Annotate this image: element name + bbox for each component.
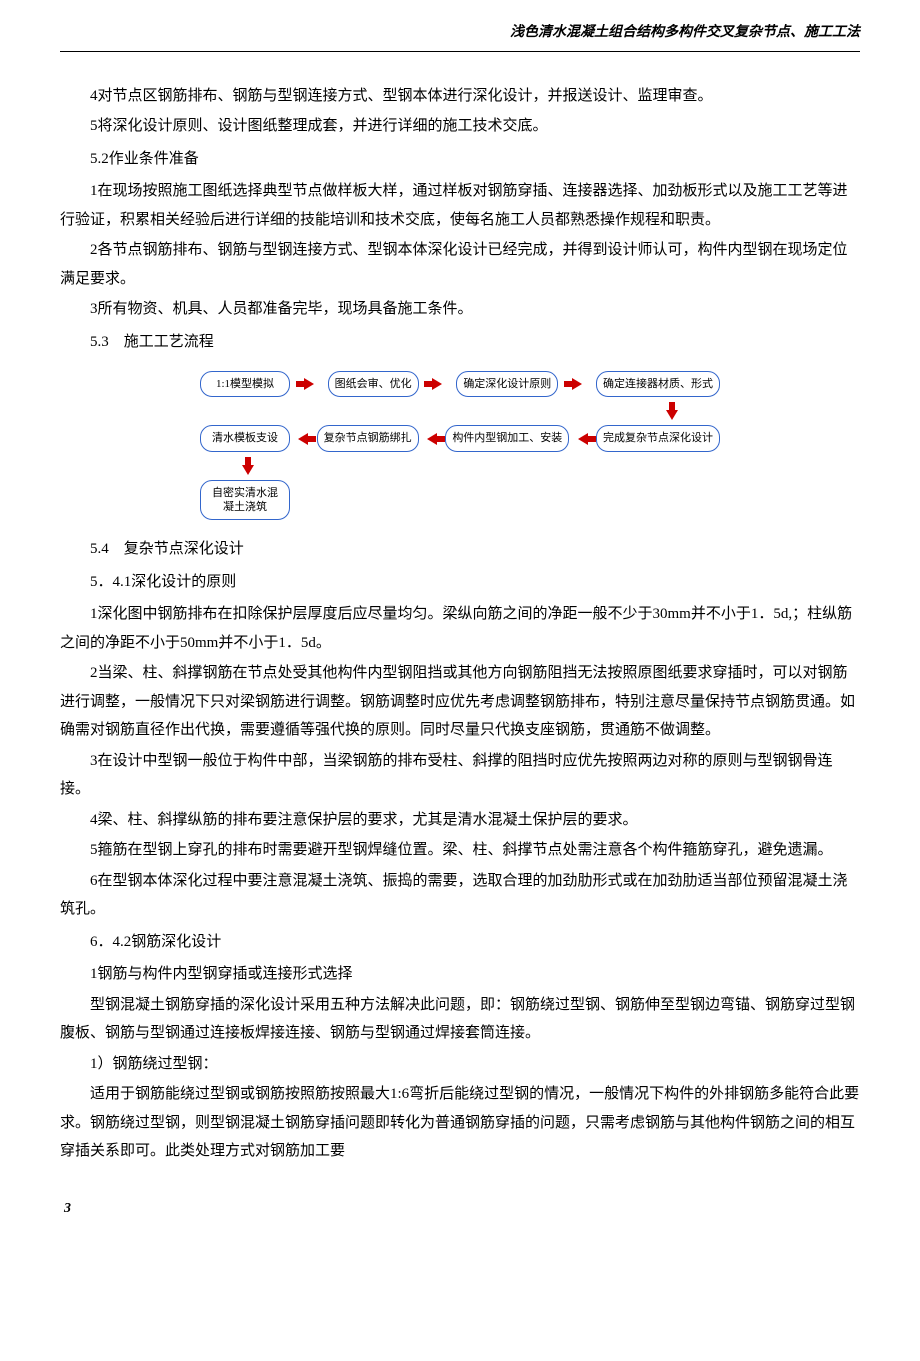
paragraph: 1深化图中钢筋排布在扣除保护层厚度后应尽量均匀。梁纵向筋之间的净距一般不少于30…: [60, 600, 860, 657]
flow-node: 1:1模型模拟: [200, 371, 290, 397]
arrow-down-row: [200, 405, 720, 425]
arrow-right-icon: [304, 378, 314, 390]
flowchart-row: 自密实清水混凝土浇筑: [200, 480, 720, 521]
flow-node: 自密实清水混凝土浇筑: [200, 480, 290, 521]
flowchart: 1:1模型模拟 图纸会审、优化 确定深化设计原则 确定连接器材质、形式 清水模板…: [200, 371, 720, 520]
flow-node: 清水模板支设: [200, 425, 290, 451]
paragraph: 2各节点钢筋排布、钢筋与型钢连接方式、型钢本体深化设计已经完成，并得到设计师认可…: [60, 236, 860, 293]
flow-node: 完成复杂节点深化设计: [596, 425, 720, 451]
arrow-left-icon: [298, 433, 308, 445]
paragraph: 5箍筋在型钢上穿孔的排布时需要避开型钢焊缝位置。梁、柱、斜撑节点处需注意各个构件…: [60, 836, 860, 865]
paragraph: 1钢筋与构件内型钢穿插或连接形式选择: [60, 960, 860, 989]
paragraph: 4对节点区钢筋排布、钢筋与型钢连接方式、型钢本体进行深化设计，并报送设计、监理审…: [60, 82, 860, 111]
arrow-left-icon: [578, 433, 588, 445]
section-heading: 5．4.1深化设计的原则: [60, 568, 860, 597]
flow-node: 构件内型钢加工、安装: [445, 425, 569, 451]
arrow-left-icon: [427, 433, 437, 445]
flow-node: 图纸会审、优化: [328, 371, 419, 397]
section-heading: 5.2作业条件准备: [60, 145, 860, 174]
arrow-down-row: [200, 460, 720, 480]
flow-node: 确定连接器材质、形式: [596, 371, 720, 397]
paragraph: 2当梁、柱、斜撑钢筋在节点处受其他构件内型钢阻挡或其他方向钢筋阻挡无法按照原图纸…: [60, 659, 860, 745]
page-number: 3: [60, 1196, 860, 1223]
section-heading: 5.3 施工工艺流程: [60, 328, 860, 357]
paragraph: 3在设计中型钢一般位于构件中部，当梁钢筋的排布受柱、斜撑的阻挡时应优先按照两边对…: [60, 747, 860, 804]
paragraph: 5将深化设计原则、设计图纸整理成套，并进行详细的施工技术交底。: [60, 112, 860, 141]
arrow-right-icon: [572, 378, 582, 390]
paragraph: 1）钢筋绕过型钢：: [60, 1050, 860, 1079]
paragraph: 适用于钢筋能绕过型钢或钢筋按照筋按照最大1:6弯折后能绕过型钢的情况，一般情况下…: [60, 1080, 860, 1166]
paragraph: 型钢混凝土钢筋穿插的深化设计采用五种方法解决此问题，即：钢筋绕过型钢、钢筋伸至型…: [60, 991, 860, 1048]
section-heading: 5.4 复杂节点深化设计: [60, 535, 860, 564]
page-header: 浅色清水混凝土组合结构多构件交叉复杂节点、施工工法: [60, 20, 860, 52]
flow-node: 确定深化设计原则: [456, 371, 558, 397]
paragraph: 6在型钢本体深化过程中要注意混凝土浇筑、振捣的需要，选取合理的加劲肋形式或在加劲…: [60, 867, 860, 924]
section-heading: 6．4.2钢筋深化设计: [60, 928, 860, 957]
flow-node: 复杂节点钢筋绑扎: [317, 425, 419, 451]
paragraph: 1在现场按照施工图纸选择典型节点做样板大样，通过样板对钢筋穿插、连接器选择、加劲…: [60, 177, 860, 234]
flowchart-row: 1:1模型模拟 图纸会审、优化 确定深化设计原则 确定连接器材质、形式: [200, 371, 720, 397]
arrow-down-icon: [666, 410, 678, 420]
flowchart-row: 清水模板支设 复杂节点钢筋绑扎 构件内型钢加工、安装 完成复杂节点深化设计: [200, 425, 720, 451]
paragraph: 4梁、柱、斜撑纵筋的排布要注意保护层的要求，尤其是清水混凝土保护层的要求。: [60, 806, 860, 835]
arrow-down-icon: [242, 465, 254, 475]
arrow-right-icon: [432, 378, 442, 390]
paragraph: 3所有物资、机具、人员都准备完毕，现场具备施工条件。: [60, 295, 860, 324]
